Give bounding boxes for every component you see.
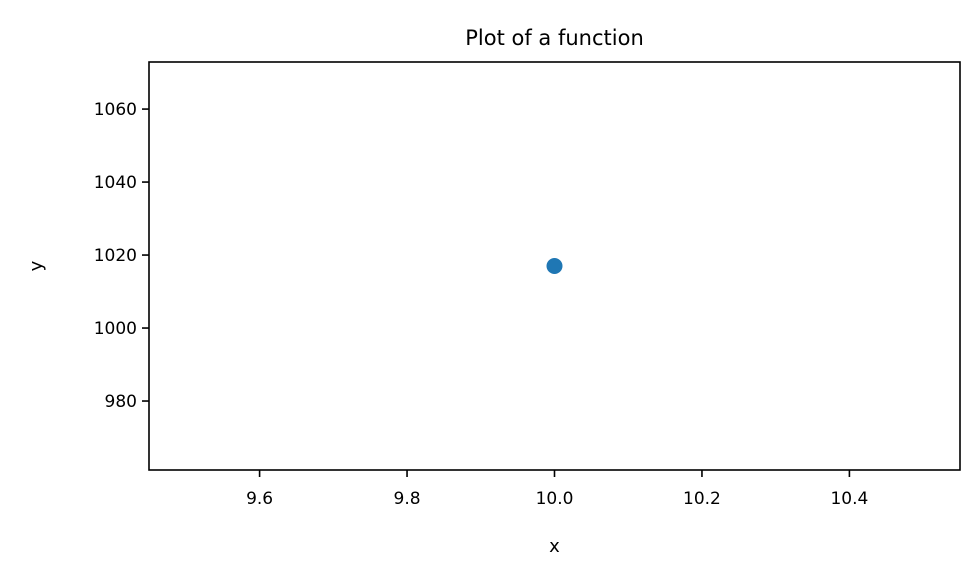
chart-title: Plot of a function	[465, 26, 644, 50]
scatter-point	[546, 258, 563, 274]
y-axis-label: y	[26, 260, 47, 271]
x-tick-label: 10.4	[830, 489, 868, 509]
y-tick-label: 1040	[94, 173, 137, 193]
x-tick-label: 9.8	[394, 489, 421, 509]
y-tick-label: 1020	[94, 246, 137, 266]
y-tick-label: 980	[105, 392, 137, 412]
data-points	[546, 258, 563, 274]
y-tick-label: 1060	[94, 100, 137, 120]
x-tick-label: 10.0	[536, 489, 574, 509]
y-axis-ticks: 980 1000 1020 1040 1060	[94, 100, 149, 412]
x-axis-ticks: 9.6 9.8 10.0 10.2 10.4	[246, 470, 868, 509]
x-tick-label: 10.2	[683, 489, 721, 509]
y-tick-label: 1000	[94, 319, 137, 339]
x-tick-label: 9.6	[246, 489, 273, 509]
x-axis-label: x	[549, 536, 560, 557]
